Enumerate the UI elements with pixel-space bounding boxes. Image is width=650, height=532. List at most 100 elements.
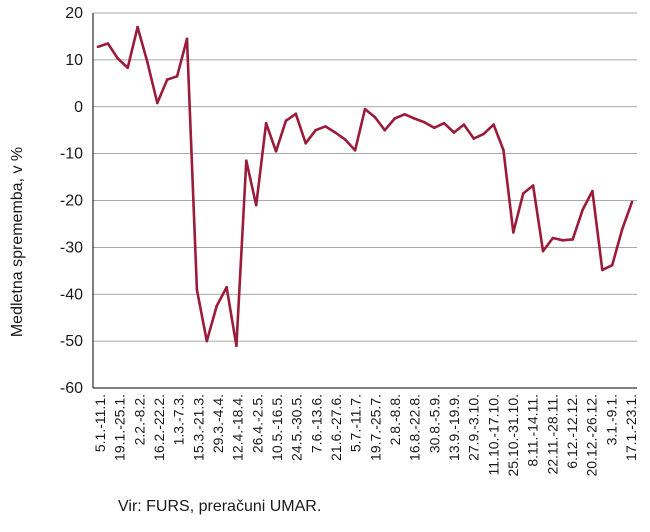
data-point: [106, 42, 110, 45]
data-point: [373, 115, 377, 119]
data-point: [432, 126, 436, 130]
data-point: [601, 268, 604, 272]
data-point: [165, 78, 169, 81]
data-point: [383, 128, 387, 132]
x-tick-label: 8.11.-14.11.: [525, 394, 541, 467]
x-tick-label: 24.5.-30.5.: [289, 394, 305, 461]
y-tick-label: -40: [60, 286, 83, 303]
x-tick-label: 25.10.-31.10.: [505, 394, 521, 477]
x-tick-label: 29.3.-4.4.: [210, 394, 226, 453]
data-point: [462, 123, 466, 126]
data-point: [274, 150, 278, 153]
data-point: [215, 304, 218, 308]
data-point: [334, 131, 337, 134]
data-point: [610, 263, 614, 267]
x-tick-label: 22.11.-28.11.: [544, 394, 560, 474]
x-tick-label: 19.7.-25.7.: [367, 394, 383, 461]
y-tick-label: 20: [65, 5, 83, 22]
data-point: [225, 285, 228, 289]
x-tick-label: 12.4.-18.4.: [230, 394, 246, 461]
y-tick-label: -50: [60, 333, 83, 350]
data-point: [521, 192, 525, 195]
x-tick-label: 2.8.-8.8.: [387, 394, 403, 445]
data-point: [245, 159, 248, 162]
x-tick-label: 11.10.-17.10.: [485, 394, 501, 475]
gridlines: [93, 12, 637, 389]
data-point: [571, 238, 574, 241]
x-tick-labels: 5.1.-11.1. 19.1.-25.1. 2.2.-8.2. 16.2.-22.2…: [92, 394, 639, 477]
x-tick-label: 20.12.-26.12.: [584, 394, 600, 477]
data-point: [324, 125, 327, 128]
data-point: [512, 231, 515, 234]
data-point: [96, 45, 100, 49]
data-point: [561, 239, 565, 242]
data-point: [294, 112, 298, 116]
data-point: [482, 132, 486, 136]
data-point: [581, 208, 584, 212]
data-point: [492, 123, 495, 126]
x-tick-label: 3.1.-9.1.: [603, 394, 619, 445]
data-point: [284, 119, 288, 123]
data-point: [591, 189, 594, 193]
data-point: [314, 128, 317, 132]
x-tick-label: 5.1.-11.1.: [92, 394, 108, 452]
y-tick-labels: 20 10 0 -10 -20 -30 -40 -50 -60: [60, 5, 83, 397]
y-axis-title: Medletna sprememba, v %: [9, 147, 26, 337]
data-point: [304, 142, 308, 145]
x-tick-label: 1.3.-7.3.: [171, 394, 187, 445]
series-layer: [96, 25, 634, 348]
x-tick-label: 21.6.-27.6.: [328, 394, 344, 461]
y-tick-label: -10: [60, 146, 83, 163]
x-tick-label: 27.9.-3.10.: [466, 394, 482, 461]
x-tick-label: 2.2.-8.2.: [131, 394, 147, 445]
x-tick-label: 13.9.-19.9.: [446, 394, 462, 461]
y-tick-label: 10: [65, 52, 83, 69]
x-tick-label: 17.1.-23.1.: [623, 394, 639, 461]
data-point: [353, 149, 357, 152]
x-tick-label: 7.6.-13.6.: [308, 394, 324, 453]
source-note: Vir: FURS, preračuni UMAR.: [118, 498, 322, 515]
x-tick-label: 26.4.-2.5.: [249, 394, 265, 453]
data-point: [195, 288, 199, 291]
data-point: [472, 137, 476, 140]
data-point: [551, 236, 555, 240]
data-point: [541, 249, 545, 253]
data-point: [452, 131, 456, 134]
data-point: [620, 228, 624, 231]
data-point: [156, 101, 159, 105]
data-point: [136, 25, 139, 29]
data-point: [343, 138, 347, 141]
data-point: [502, 148, 505, 152]
y-tick-label: -60: [60, 380, 83, 397]
x-tick-label: 5.7.-11.7.: [348, 394, 364, 452]
data-point: [423, 120, 426, 124]
data-point: [442, 121, 446, 125]
y-tick-label: -20: [60, 193, 83, 210]
x-tick-label: 15.3.-21.3.: [190, 394, 206, 461]
y-tick-label: -30: [60, 239, 83, 256]
data-point: [116, 57, 120, 60]
data-point: [254, 203, 258, 207]
x-tick-label: 19.1.-25.1.: [112, 394, 128, 461]
x-tick-label: 30.8.-5.9.: [426, 394, 442, 453]
data-point: [126, 66, 129, 70]
y-tick-label: 0: [74, 99, 83, 116]
data-point: [185, 37, 189, 41]
data-point: [531, 184, 535, 187]
data-point: [264, 121, 268, 125]
data-point: [413, 117, 416, 120]
data-point: [146, 60, 149, 64]
series-line: [97, 25, 634, 348]
x-tick-label: 16.2.-22.2.: [151, 394, 167, 461]
x-tick-label: 10.5.-16.5.: [269, 394, 285, 461]
data-point: [175, 75, 179, 78]
x-tick-label: 6.12.-12.12.: [564, 394, 580, 469]
data-point: [630, 200, 634, 204]
data-point: [393, 117, 397, 120]
x-tick-label: 16.8.-22.8.: [407, 394, 423, 461]
data-point: [205, 339, 209, 343]
data-point: [403, 113, 406, 116]
data-point: [363, 107, 367, 111]
data-point: [235, 344, 238, 348]
